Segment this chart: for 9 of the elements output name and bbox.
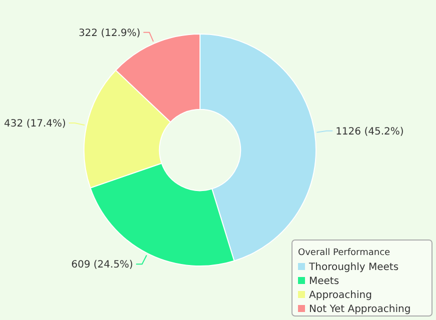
data-label: 432 (17.4%) [4,118,66,130]
data-label: 1126 (45.2%) [336,126,404,138]
legend-label: Meets [309,276,340,287]
legend-title: Overall Performance [298,248,391,258]
legend-label: Not Yet Approaching [309,304,411,315]
data-label: 322 (12.9%) [78,28,140,39]
legend-label: Approaching [309,290,372,301]
data-label: 609 (24.5%) [71,260,134,271]
legend-label: Thoroughly Meets [308,262,399,273]
